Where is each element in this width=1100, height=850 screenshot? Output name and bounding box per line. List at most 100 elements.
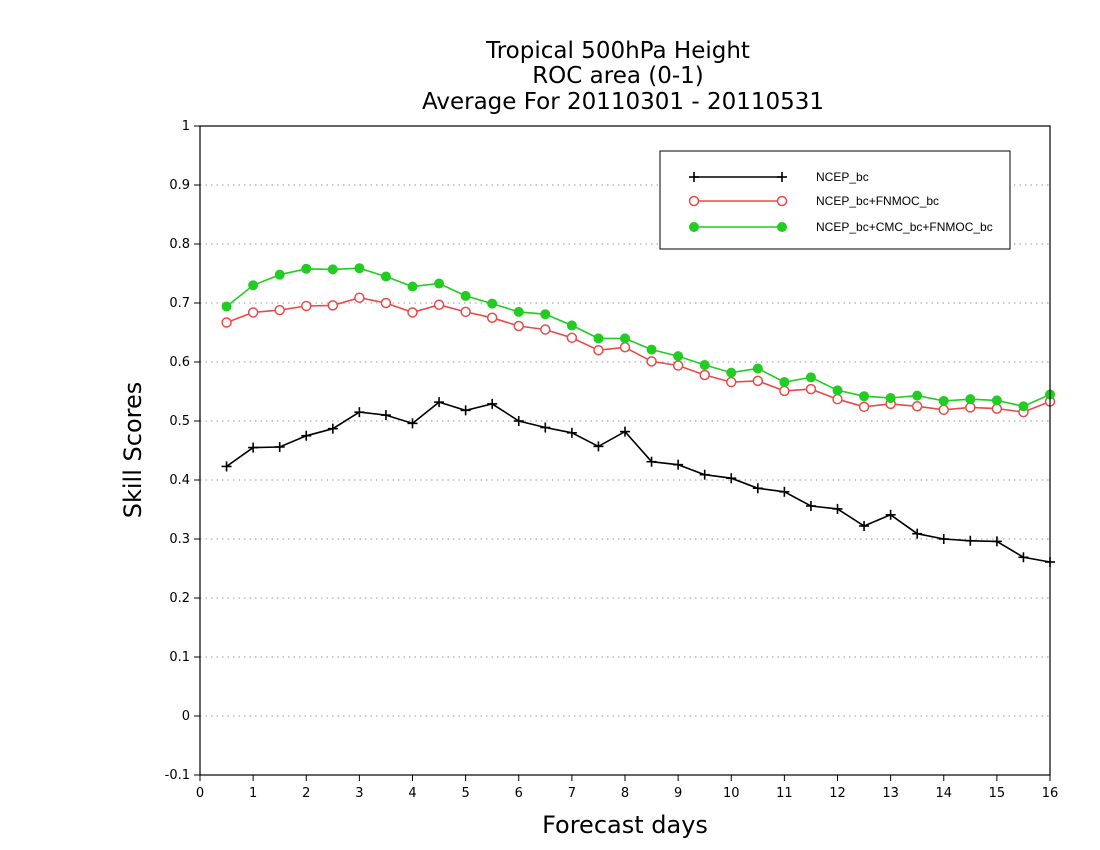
data-point-series-1 <box>965 402 976 413</box>
data-point-series-1 <box>221 317 232 328</box>
legend-box <box>659 150 1011 250</box>
data-point-series-2 <box>274 269 285 280</box>
legend: NCEP_bc NCEP_bc+FNMOC_bc NCEP_bc+CMC_bc+FN… <box>659 150 1011 250</box>
data-point-series-2 <box>752 363 763 374</box>
series-line-1 <box>226 296 1051 413</box>
data-point-series-0 <box>885 509 896 520</box>
x-tick-label: 15 <box>989 786 1006 801</box>
data-point-series-2 <box>965 394 976 405</box>
data-point-series-0 <box>832 503 843 514</box>
data-point-series-2 <box>832 385 843 396</box>
data-point-series-0 <box>407 418 418 429</box>
data-point-series-1 <box>699 369 710 381</box>
data-point-series-1 <box>646 356 657 367</box>
data-point-series-0 <box>805 500 816 511</box>
data-point-series-0 <box>620 426 630 437</box>
data-point-series-1 <box>726 376 737 388</box>
data-point-series-2 <box>620 333 630 344</box>
x-tick-label: 8 <box>621 786 629 801</box>
data-point-series-0 <box>301 430 312 441</box>
y-tick-label: 0.9 <box>169 178 190 193</box>
data-point-series-0 <box>859 521 870 532</box>
data-point-series-2 <box>646 344 657 355</box>
data-point-series-1 <box>779 385 790 397</box>
y-axis-label: Skill Scores <box>119 382 147 519</box>
legend-marker <box>688 195 700 207</box>
data-point-series-1 <box>301 300 312 312</box>
legend-marker <box>689 222 699 232</box>
data-point-series-0 <box>938 534 949 544</box>
y-tick-label: 1 <box>182 119 190 134</box>
data-point-series-0 <box>540 422 551 433</box>
data-point-series-2 <box>434 278 445 289</box>
data-point-series-0 <box>566 427 577 438</box>
data-point-series-2 <box>885 392 896 403</box>
data-point-series-2 <box>991 395 1002 406</box>
data-point-series-2 <box>221 301 232 312</box>
data-point-series-0 <box>513 416 524 426</box>
legend-marker <box>689 172 699 182</box>
data-point-series-2 <box>593 333 604 344</box>
data-point-series-0 <box>380 410 391 421</box>
data-point-series-2 <box>859 391 870 402</box>
x-tick-label: 6 <box>515 786 523 801</box>
x-tick-label: 1 <box>249 786 257 801</box>
data-point-series-2 <box>513 306 524 317</box>
y-tick-label: 0.7 <box>169 296 190 311</box>
data-point-series-2 <box>726 367 737 378</box>
x-tick-label: 7 <box>568 786 576 801</box>
x-tick-label: 9 <box>674 786 682 801</box>
data-point-series-0 <box>434 397 445 408</box>
grid-lines <box>200 184 1050 717</box>
x-tick-label: 13 <box>882 786 899 801</box>
data-point-series-0 <box>248 442 259 453</box>
data-point-series-0 <box>221 461 232 472</box>
data-point-series-2 <box>1018 401 1029 412</box>
x-tick-label: 12 <box>829 786 846 801</box>
data-point-series-0 <box>354 407 365 418</box>
legend-label: NCEP_bc+FNMOC_bc <box>816 194 939 208</box>
data-point-series-1 <box>380 297 392 309</box>
series-line-2 <box>226 267 1051 408</box>
data-point-series-2 <box>566 320 577 331</box>
x-tick-label: 4 <box>408 786 416 801</box>
chart-title-line-1: Tropical 500hPa Height <box>485 38 750 64</box>
data-point-series-0 <box>779 486 790 497</box>
data-point-series-0 <box>912 528 923 539</box>
data-point-series-1 <box>938 404 949 416</box>
y-tick-label: 0.5 <box>169 414 190 429</box>
data-point-series-1 <box>274 304 285 316</box>
data-point-series-1 <box>566 332 578 344</box>
data-point-series-0 <box>752 483 763 494</box>
data-point-series-1 <box>247 307 259 318</box>
data-point-series-1 <box>407 307 418 318</box>
x-tick-label: 11 <box>776 786 793 801</box>
x-tick-label: 14 <box>935 786 952 801</box>
data-point-series-0 <box>593 441 604 452</box>
data-point-series-2 <box>805 372 816 383</box>
data-point-series-0 <box>699 469 710 480</box>
legend-marker <box>777 172 787 182</box>
data-point-series-2 <box>540 309 551 320</box>
series-line-0 <box>226 401 1051 563</box>
data-point-series-1 <box>752 375 764 387</box>
x-tick-label: 5 <box>461 786 469 801</box>
data-point-series-1 <box>911 401 923 412</box>
x-tick-label: 0 <box>196 786 204 801</box>
x-axis-label: Forecast days <box>542 811 708 839</box>
data-point-series-1 <box>354 292 365 303</box>
data-point-series-2 <box>460 290 471 301</box>
data-point-series-2 <box>301 263 312 274</box>
data-point-series-2 <box>779 377 790 388</box>
data-point-series-2 <box>327 264 338 275</box>
data-point-series-2 <box>354 263 365 274</box>
data-point-series-1 <box>540 324 551 335</box>
data-point-series-1 <box>593 344 604 356</box>
data-point-series-2 <box>380 271 391 282</box>
data-point-series-1 <box>858 401 870 413</box>
y-tick-label: 0.4 <box>169 473 190 488</box>
data-point-series-2 <box>407 281 418 292</box>
data-point-series-1 <box>460 306 471 318</box>
y-tick-label: 0.2 <box>169 591 190 606</box>
data-point-series-0 <box>274 441 285 452</box>
